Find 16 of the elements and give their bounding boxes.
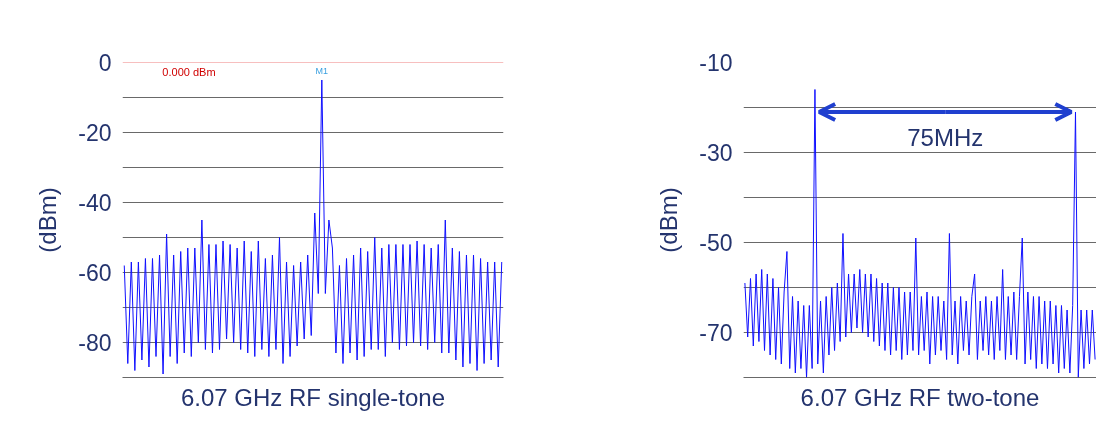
x-axis-title: 6.07 GHz RF single-tone [180, 383, 446, 411]
y-tick-label: -60 [78, 260, 112, 286]
y-tick-label: -20 [78, 120, 112, 146]
y-tick-label: -40 [78, 190, 112, 216]
y-tick-label: -70 [699, 320, 733, 346]
y-tick-label: -10 [699, 50, 733, 76]
annotation: M1 [315, 66, 329, 76]
annotation: 75MHz [907, 124, 984, 151]
y-axis-title: (dBm) [34, 187, 62, 253]
y-tick-label: -50 [699, 230, 733, 256]
y-tick-label: -30 [699, 140, 733, 166]
x-axis-title: 6.07 GHz RF two-tone [800, 383, 1040, 411]
y-tick-label: 0 [98, 50, 112, 76]
y-tick-label: -80 [78, 330, 112, 356]
ref-line-label: 0.000 dBm [162, 65, 216, 78]
y-axis-title: (dBm) [655, 187, 683, 253]
